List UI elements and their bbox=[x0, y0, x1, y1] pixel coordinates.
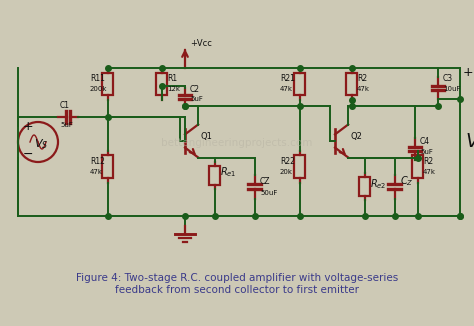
Text: Q1: Q1 bbox=[200, 132, 212, 141]
Text: R21: R21 bbox=[280, 74, 295, 83]
Text: bettengineeringprojects.com: bettengineeringprojects.com bbox=[161, 138, 313, 148]
Text: Figure 4: Two-stage R.C. coupled amplifier with voltage-series
feedback from sec: Figure 4: Two-stage R.C. coupled amplifi… bbox=[76, 273, 398, 295]
Text: +: + bbox=[23, 120, 34, 133]
Text: 50uF: 50uF bbox=[260, 190, 277, 196]
Bar bbox=[156, 73, 167, 95]
Text: $V_S$: $V_S$ bbox=[34, 137, 48, 151]
Text: 12k: 12k bbox=[167, 86, 180, 92]
Text: 200k: 200k bbox=[90, 86, 108, 92]
Bar bbox=[210, 166, 220, 185]
Text: 5uF: 5uF bbox=[60, 122, 73, 128]
Text: C3: C3 bbox=[443, 74, 453, 83]
Text: R22: R22 bbox=[280, 156, 295, 166]
Bar bbox=[294, 155, 306, 178]
Text: C1: C1 bbox=[60, 101, 70, 110]
Text: +: + bbox=[463, 66, 474, 79]
Text: C4: C4 bbox=[420, 138, 430, 146]
Text: 5uF: 5uF bbox=[190, 96, 203, 102]
Text: $V_O$: $V_O$ bbox=[465, 131, 474, 153]
Text: 47k: 47k bbox=[357, 86, 370, 92]
Text: R2: R2 bbox=[357, 74, 367, 83]
Text: R2: R2 bbox=[423, 156, 433, 166]
Text: 20k: 20k bbox=[280, 169, 293, 174]
Bar bbox=[346, 73, 357, 95]
Text: −: − bbox=[23, 148, 34, 161]
Text: R1: R1 bbox=[167, 74, 177, 83]
Bar bbox=[359, 177, 371, 196]
Text: R11: R11 bbox=[90, 74, 105, 83]
Text: 47k: 47k bbox=[280, 86, 293, 92]
Bar bbox=[102, 73, 113, 95]
Text: $C_Z$: $C_Z$ bbox=[400, 174, 413, 187]
Text: 5uF: 5uF bbox=[420, 150, 433, 156]
Text: $R_{e2}$: $R_{e2}$ bbox=[370, 177, 386, 191]
Text: C2: C2 bbox=[190, 85, 200, 94]
Text: 47k: 47k bbox=[423, 169, 436, 174]
Text: $R_{e1}$: $R_{e1}$ bbox=[220, 165, 237, 179]
Text: CZ: CZ bbox=[260, 177, 271, 186]
Text: 10uF: 10uF bbox=[443, 86, 461, 92]
Bar bbox=[294, 73, 306, 95]
Bar bbox=[102, 155, 113, 178]
Bar bbox=[412, 155, 423, 178]
Text: Q2: Q2 bbox=[350, 132, 362, 141]
Text: R12: R12 bbox=[90, 156, 105, 166]
Text: 47k: 47k bbox=[90, 169, 103, 174]
Text: +Vcc: +Vcc bbox=[190, 39, 212, 48]
